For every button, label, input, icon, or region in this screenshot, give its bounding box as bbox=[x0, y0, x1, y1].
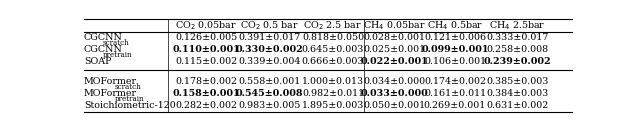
Text: 0.121±0.006: 0.121±0.006 bbox=[424, 33, 486, 42]
Text: MOFormer: MOFormer bbox=[84, 89, 137, 98]
Text: 1.000±0.013: 1.000±0.013 bbox=[302, 77, 364, 86]
Text: CH$_4$ 2.5bar: CH$_4$ 2.5bar bbox=[489, 19, 546, 32]
Text: 0.282±0.002: 0.282±0.002 bbox=[175, 101, 237, 110]
Text: 0.115±0.002: 0.115±0.002 bbox=[175, 58, 237, 66]
Text: pretrain: pretrain bbox=[115, 95, 144, 103]
Text: 0.666±0.003: 0.666±0.003 bbox=[301, 58, 364, 66]
Text: 0.174±0.002: 0.174±0.002 bbox=[424, 77, 486, 86]
Text: SOAP: SOAP bbox=[84, 58, 111, 66]
Text: 0.025±0.001: 0.025±0.001 bbox=[364, 45, 426, 54]
Text: 0.558±0.001: 0.558±0.001 bbox=[238, 77, 301, 86]
Text: CO$_2$ 2.5 bar: CO$_2$ 2.5 bar bbox=[303, 19, 362, 32]
Text: Stoichiometric-120: Stoichiometric-120 bbox=[84, 101, 176, 110]
Text: 0.391±0.017: 0.391±0.017 bbox=[238, 33, 301, 42]
Text: 0.258±0.008: 0.258±0.008 bbox=[486, 45, 548, 54]
Text: 0.631±0.002: 0.631±0.002 bbox=[486, 101, 548, 110]
Text: 0.545±0.008: 0.545±0.008 bbox=[236, 89, 303, 98]
Text: 0.106±0.001: 0.106±0.001 bbox=[424, 58, 486, 66]
Text: 0.033±0.000: 0.033±0.000 bbox=[360, 89, 428, 98]
Text: 0.158±0.001: 0.158±0.001 bbox=[173, 89, 240, 98]
Text: 0.022±0.001: 0.022±0.001 bbox=[360, 58, 428, 66]
Text: 0.818±0.050: 0.818±0.050 bbox=[302, 33, 364, 42]
Text: 0.384±0.003: 0.384±0.003 bbox=[486, 89, 548, 98]
Text: 0.126±0.005: 0.126±0.005 bbox=[175, 33, 237, 42]
Text: 0.239±0.002: 0.239±0.002 bbox=[484, 58, 551, 66]
Text: 0.178±0.002: 0.178±0.002 bbox=[175, 77, 237, 86]
Text: scratch: scratch bbox=[115, 83, 141, 91]
Text: 0.110±0.001: 0.110±0.001 bbox=[173, 45, 241, 54]
Text: 0.982±0.011: 0.982±0.011 bbox=[302, 89, 364, 98]
Text: 0.050±0.001: 0.050±0.001 bbox=[364, 101, 426, 110]
Text: 0.330±0.002: 0.330±0.002 bbox=[236, 45, 303, 54]
Text: 0.983±0.005: 0.983±0.005 bbox=[238, 101, 301, 110]
Text: CGCNN: CGCNN bbox=[84, 33, 123, 42]
Text: pretrain: pretrain bbox=[103, 51, 132, 59]
Text: 0.034±0.000: 0.034±0.000 bbox=[364, 77, 426, 86]
Text: 0.161±0.011: 0.161±0.011 bbox=[424, 89, 486, 98]
Text: CGCNN: CGCNN bbox=[84, 45, 123, 54]
Text: CH$_4$ 0.05bar: CH$_4$ 0.05bar bbox=[363, 19, 426, 32]
Text: 0.645±0.003: 0.645±0.003 bbox=[302, 45, 364, 54]
Text: CO$_2$ 0.5 bar: CO$_2$ 0.5 bar bbox=[240, 19, 299, 32]
Text: MOFormer: MOFormer bbox=[84, 77, 137, 86]
Text: 0.339±0.004: 0.339±0.004 bbox=[238, 58, 301, 66]
Text: CO$_2$ 0.05bar: CO$_2$ 0.05bar bbox=[175, 19, 237, 32]
Text: 0.385±0.003: 0.385±0.003 bbox=[486, 77, 548, 86]
Text: 0.099±0.001: 0.099±0.001 bbox=[421, 45, 489, 54]
Text: 1.895±0.003: 1.895±0.003 bbox=[302, 101, 364, 110]
Text: CH$_4$ 0.5bar: CH$_4$ 0.5bar bbox=[427, 19, 483, 32]
Text: scratch: scratch bbox=[103, 39, 130, 47]
Text: 0.269±0.001: 0.269±0.001 bbox=[424, 101, 486, 110]
Text: 0.028±0.001: 0.028±0.001 bbox=[364, 33, 426, 42]
Text: 0.333±0.017: 0.333±0.017 bbox=[486, 33, 548, 42]
